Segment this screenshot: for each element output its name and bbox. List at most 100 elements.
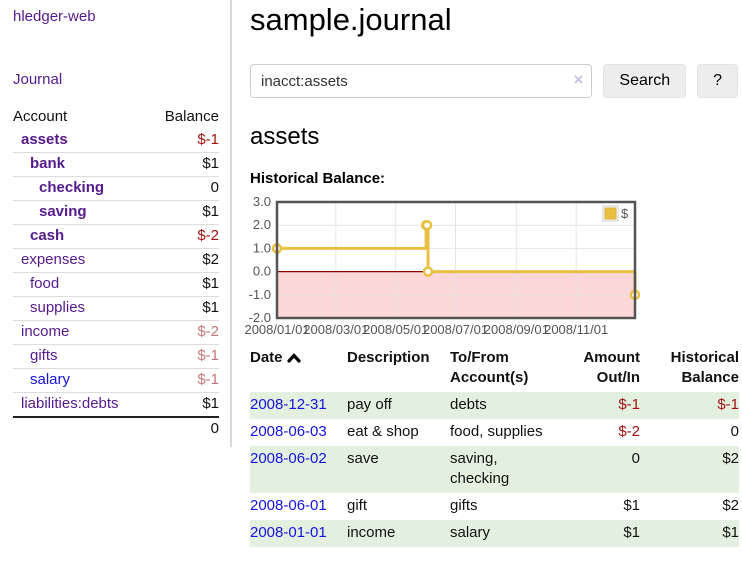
account-link-expenses[interactable]: expenses <box>21 251 86 268</box>
account-link-saving[interactable]: saving <box>39 203 87 220</box>
account-row: liabilities:debts $1 <box>13 392 219 417</box>
transaction-accounts: saving, checking <box>450 450 510 487</box>
page-title: sample.journal <box>250 2 452 37</box>
account-link-cash[interactable]: cash <box>30 227 65 244</box>
account-link-liabilities-debts[interactable]: liabilities:debts <box>21 395 119 412</box>
app-title-link[interactable]: hledger-web <box>13 8 96 25</box>
register-header-amount-out/in: Amount Out/In <box>562 346 640 392</box>
transaction-date-link[interactable]: 2008-06-03 <box>250 423 327 440</box>
accounts-header-row: Account Balance <box>13 106 219 129</box>
account-link-income[interactable]: income <box>21 323 70 340</box>
register-header-date[interactable]: Date <box>250 346 347 392</box>
svg-text:2.0: 2.0 <box>253 217 271 232</box>
clear-search-icon[interactable]: × <box>573 70 584 89</box>
transaction-balance: $2 <box>722 450 739 467</box>
account-row: assets $-1 <box>13 129 219 153</box>
register-header-historical-balance: Historical Balance <box>640 346 739 392</box>
transaction-row: 2008-06-01 gift gifts $1 $2 <box>250 493 739 520</box>
register-table-body: 2008-12-31 pay off debts $-1 $-1 2008-06-03 ea… <box>250 392 739 547</box>
balance-chart[interactable]: $3.0 2.0 1.0 0.0 -1.0 -2.0 2008/01/01 2008/03/0… <box>244 194 738 338</box>
sort-ascending-icon <box>286 353 301 363</box>
account-balance: $1 <box>149 152 219 177</box>
svg-text:0.0: 0.0 <box>253 264 271 279</box>
account-row: cash $-2 <box>13 224 219 249</box>
svg-text:2008/11/01: 2008/11/01 <box>544 322 608 337</box>
transaction-date-link[interactable]: 2008-12-31 <box>250 396 327 413</box>
account-row: checking 0 <box>13 176 219 201</box>
header-line: Date <box>250 348 339 368</box>
transaction-amount: $-1 <box>618 396 640 413</box>
search-box: × <box>250 64 593 98</box>
header-line: Historical <box>670 349 739 366</box>
transaction-amount: $1 <box>623 524 640 541</box>
account-link-supplies[interactable]: supplies <box>30 299 86 316</box>
svg-text:1.0: 1.0 <box>253 240 271 255</box>
transaction-accounts: food, supplies <box>450 423 543 440</box>
svg-text:2008/09/01: 2008/09/01 <box>484 322 549 337</box>
accounts-header-balance: Balance <box>164 108 219 125</box>
transaction-date-link[interactable]: 2008-06-02 <box>250 450 327 467</box>
transaction-description: income <box>347 524 396 541</box>
transaction-description: save <box>347 450 379 467</box>
account-balance: $1 <box>149 200 219 225</box>
account-row: salary $-1 <box>13 368 219 393</box>
header-line: Description <box>347 349 430 366</box>
svg-text:2008/03/01: 2008/03/01 <box>303 322 368 337</box>
register-header-to/from-account-s-: To/From Account(s) <box>450 346 562 392</box>
transaction-row: 2008-06-02 save saving, checking 0 $2 <box>250 446 739 493</box>
header-line: Balance <box>681 369 739 386</box>
transaction-balance: $2 <box>722 497 739 514</box>
accounts-table-body: assets $-1 bank $1 checking 0 saving $1 cash $-2 e… <box>13 129 219 417</box>
transaction-balance: 0 <box>730 423 739 440</box>
header-line: Out/In <box>596 369 640 386</box>
help-button[interactable]: ? <box>697 64 738 98</box>
account-row: income $-2 <box>13 320 219 345</box>
account-balance: 0 <box>149 176 219 201</box>
chart-heading: Historical Balance: <box>250 170 386 187</box>
transaction-row: 2008-12-31 pay off debts $-1 $-1 <box>250 392 739 419</box>
header-line: Account(s) <box>450 369 529 386</box>
account-balance: $1 <box>149 272 219 297</box>
svg-text:2008/01/01: 2008/01/01 <box>244 322 309 337</box>
account-link-checking[interactable]: checking <box>39 179 105 196</box>
register-header-row: Date Description To/From Account(s) Amount Ou… <box>250 346 739 392</box>
accounts-total-row: 0 <box>13 416 219 441</box>
transaction-accounts: salary <box>450 524 491 541</box>
account-balance: $-1 <box>149 368 219 393</box>
header-line: To/From <box>450 349 509 366</box>
account-link-gifts[interactable]: gifts <box>30 347 58 364</box>
legend-label: $ <box>621 206 629 221</box>
header-line: Amount <box>583 349 640 366</box>
transaction-accounts: gifts <box>450 497 478 514</box>
account-link-food[interactable]: food <box>30 275 60 292</box>
search-bar: × Search ? <box>250 64 738 98</box>
account-link-salary[interactable]: salary <box>30 371 71 388</box>
svg-text:3.0: 3.0 <box>253 194 271 209</box>
transaction-accounts: debts <box>450 396 487 413</box>
accounts-total-spacer <box>13 416 150 441</box>
transaction-description: gift <box>347 497 368 514</box>
account-link-assets[interactable]: assets <box>21 131 68 148</box>
account-balance: $1 <box>149 392 219 417</box>
account-balance: $-1 <box>149 344 219 369</box>
sidebar-item-journal[interactable]: Journal <box>13 71 63 88</box>
transaction-amount: $1 <box>623 497 640 514</box>
accounts-total-balance: 0 <box>149 416 219 441</box>
register-header-description: Description <box>347 346 450 392</box>
transaction-date-link[interactable]: 2008-01-01 <box>250 524 327 541</box>
svg-text:2008/05/01: 2008/05/01 <box>363 322 428 337</box>
account-link-bank[interactable]: bank <box>30 155 66 172</box>
account-row: food $1 <box>13 272 219 297</box>
transaction-amount: 0 <box>631 450 640 467</box>
account-row: bank $1 <box>13 152 219 177</box>
account-balance: $-2 <box>149 224 219 249</box>
accounts-header-account: Account <box>13 108 68 125</box>
transaction-balance: $-1 <box>717 396 739 413</box>
search-input[interactable] <box>250 64 593 98</box>
account-row: supplies $1 <box>13 296 219 321</box>
transaction-date-link[interactable]: 2008-06-01 <box>250 497 327 514</box>
search-button[interactable]: Search <box>603 64 687 98</box>
account-row: gifts $-1 <box>13 344 219 369</box>
account-balance: $-1 <box>197 131 219 148</box>
account-row: saving $1 <box>13 200 219 225</box>
